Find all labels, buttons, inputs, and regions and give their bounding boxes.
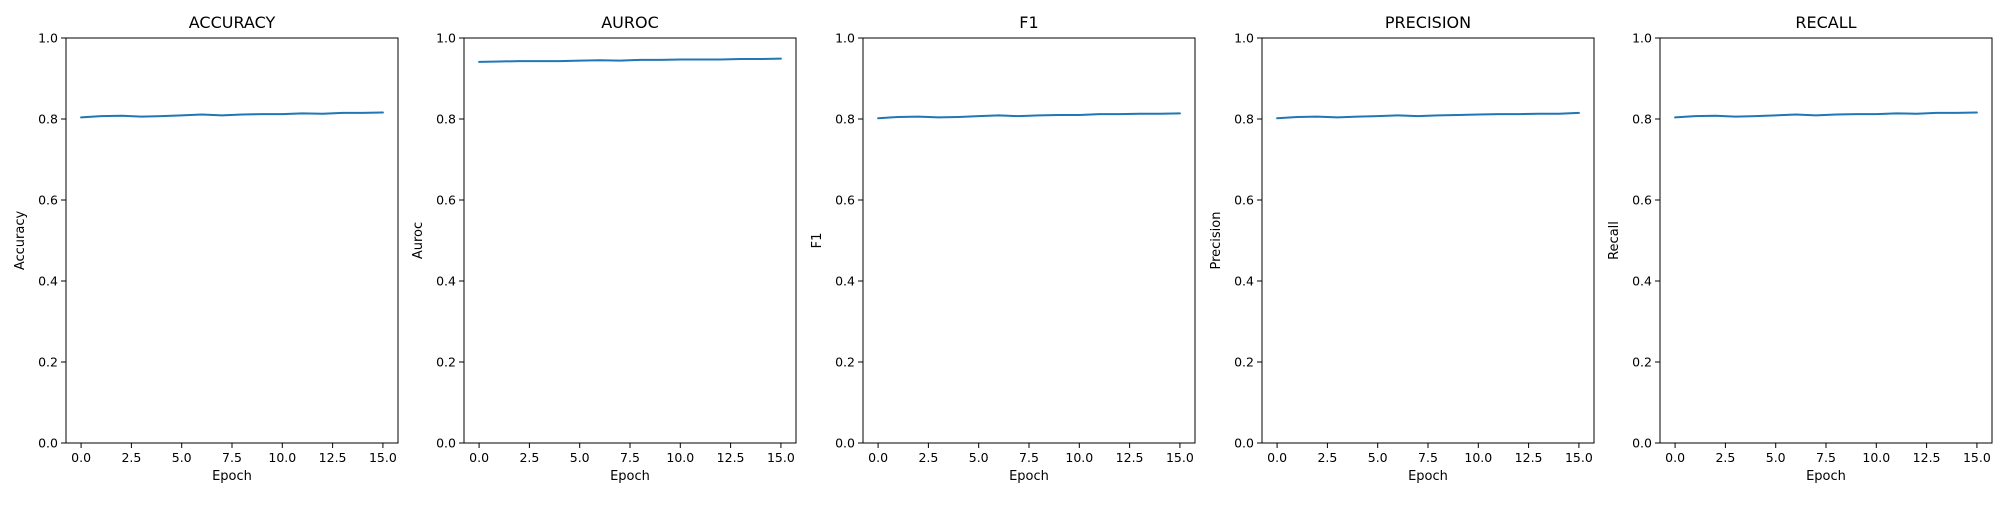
series-line bbox=[478, 57, 782, 63]
x-tick-label: 7.5 bbox=[1816, 450, 1836, 465]
y-tick-label: 0.4 bbox=[38, 274, 58, 289]
x-tick-label: 2.5 bbox=[519, 450, 539, 465]
x-tick-label: 7.5 bbox=[1019, 450, 1039, 465]
x-tick-label: 0.0 bbox=[1267, 450, 1287, 465]
x-axis-label: Epoch bbox=[1408, 469, 1448, 484]
x-tick-label: 10.0 bbox=[666, 450, 694, 465]
x-tick-label: 12.5 bbox=[319, 450, 347, 465]
x-tick-label: 5.0 bbox=[1766, 450, 1786, 465]
chart-panel-accuracy: ACCURACY 0.0 0.2 0.4 0.6 0.8 1.0 0.0 2.5 5.0 7.5 10… bbox=[13, 13, 399, 484]
x-tick-label: 2.5 bbox=[1317, 450, 1337, 465]
series-line bbox=[1276, 111, 1580, 120]
y-tick-label: 0.8 bbox=[38, 112, 58, 127]
plot-area-frame bbox=[65, 37, 399, 444]
x-tick-label: 15.0 bbox=[1565, 450, 1593, 465]
plot-area-frame bbox=[1261, 37, 1595, 444]
x-tick-label: 12.5 bbox=[1515, 450, 1543, 465]
y-tick-label: 0.0 bbox=[1632, 436, 1652, 451]
x-tick-label: 0.0 bbox=[469, 450, 489, 465]
x-tick-label: 12.5 bbox=[1116, 450, 1144, 465]
x-tick-label: 15.0 bbox=[369, 450, 397, 465]
x-axis-label: Epoch bbox=[610, 469, 650, 484]
y-tick-label: 0.6 bbox=[38, 193, 58, 208]
y-tick-label: 0.8 bbox=[1632, 112, 1652, 127]
plot-area-frame bbox=[862, 37, 1196, 444]
x-tick-label: 15.0 bbox=[1166, 450, 1194, 465]
y-tick-label: 0.2 bbox=[38, 355, 58, 370]
y-tick-label: 1.0 bbox=[835, 31, 855, 46]
x-tick-label: 2.5 bbox=[1715, 450, 1735, 465]
y-axis-label: Accuracy bbox=[13, 211, 28, 271]
x-tick-label: 15.0 bbox=[1963, 450, 1991, 465]
y-tick-label: 0.6 bbox=[1632, 193, 1652, 208]
y-tick-label: 0.2 bbox=[1234, 355, 1254, 370]
x-tick-label: 12.5 bbox=[1913, 450, 1941, 465]
y-tick-label: 0.8 bbox=[436, 112, 456, 127]
y-tick-label: 0.4 bbox=[835, 274, 855, 289]
x-tick-label: 7.5 bbox=[222, 450, 242, 465]
x-tick-label: 15.0 bbox=[767, 450, 795, 465]
x-tick-label: 5.0 bbox=[1368, 450, 1388, 465]
y-tick-label: 1.0 bbox=[38, 31, 58, 46]
chart-panel-auroc: AUROC 0.0 0.2 0.4 0.6 0.8 1.0 0.0 2.5 5.0 7.5 10.0 1… bbox=[411, 13, 797, 484]
y-tick-label: 0.2 bbox=[835, 355, 855, 370]
chart-title: PRECISION bbox=[1385, 13, 1471, 32]
y-tick-label: 0.0 bbox=[38, 436, 58, 451]
y-tick-label: 0.6 bbox=[1234, 193, 1254, 208]
x-tick-label: 7.5 bbox=[620, 450, 640, 465]
chart-panel-f1: F1 0.0 0.2 0.4 0.6 0.8 1.0 0.0 2.5 5.0 7.5 10.0 12.5… bbox=[810, 13, 1196, 484]
y-tick-label: 1.0 bbox=[436, 31, 456, 46]
x-tick-label: 0.0 bbox=[868, 450, 888, 465]
y-tick-label: 1.0 bbox=[1234, 31, 1254, 46]
y-tick-label: 0.6 bbox=[835, 193, 855, 208]
series-line bbox=[1674, 111, 1978, 119]
y-axis-label: Auroc bbox=[411, 222, 426, 259]
y-tick-label: 0.4 bbox=[1632, 274, 1652, 289]
x-axis-label: Epoch bbox=[1806, 469, 1846, 484]
chart-panel-recall: RECALL 0.0 0.2 0.4 0.6 0.8 1.0 0.0 2.5 5.0 7.5 10.0… bbox=[1607, 13, 1993, 484]
chart-title: ACCURACY bbox=[189, 13, 276, 32]
x-tick-label: 12.5 bbox=[717, 450, 745, 465]
y-tick-label: 0.8 bbox=[835, 112, 855, 127]
x-axis-label: Epoch bbox=[1009, 469, 1049, 484]
y-tick-label: 1.0 bbox=[1632, 31, 1652, 46]
y-tick-label: 0.0 bbox=[835, 436, 855, 451]
y-tick-label: 0.4 bbox=[1234, 274, 1254, 289]
x-tick-label: 10.0 bbox=[1065, 450, 1093, 465]
x-tick-label: 2.5 bbox=[918, 450, 938, 465]
series-line bbox=[80, 111, 384, 119]
y-axis-label: Recall bbox=[1607, 221, 1622, 260]
y-axis-label: F1 bbox=[810, 233, 825, 249]
x-tick-label: 7.5 bbox=[1418, 450, 1438, 465]
x-tick-label: 5.0 bbox=[969, 450, 989, 465]
x-tick-label: 10.0 bbox=[268, 450, 296, 465]
x-tick-label: 0.0 bbox=[1665, 450, 1685, 465]
series-line bbox=[877, 112, 1181, 120]
y-axis-label: Precision bbox=[1209, 211, 1224, 269]
y-tick-label: 0.8 bbox=[1234, 112, 1254, 127]
x-tick-label: 2.5 bbox=[121, 450, 141, 465]
chart-title: F1 bbox=[1019, 13, 1038, 32]
x-tick-label: 10.0 bbox=[1862, 450, 1890, 465]
x-axis-label: Epoch bbox=[212, 469, 252, 484]
chart-panel-precision: PRECISION 0.0 0.2 0.4 0.6 0.8 1.0 0.0 2.5 5.0 7.5 1… bbox=[1209, 13, 1595, 484]
plot-area-frame bbox=[463, 37, 797, 444]
chart-title: AUROC bbox=[601, 13, 659, 32]
x-tick-label: 5.0 bbox=[172, 450, 192, 465]
y-tick-label: 0.0 bbox=[1234, 436, 1254, 451]
y-tick-label: 0.4 bbox=[436, 274, 456, 289]
y-tick-label: 0.2 bbox=[436, 355, 456, 370]
y-tick-label: 0.0 bbox=[436, 436, 456, 451]
y-tick-label: 0.6 bbox=[436, 193, 456, 208]
x-tick-label: 0.0 bbox=[71, 450, 91, 465]
x-tick-label: 10.0 bbox=[1464, 450, 1492, 465]
y-tick-label: 0.2 bbox=[1632, 355, 1652, 370]
x-tick-label: 5.0 bbox=[570, 450, 590, 465]
plot-area-frame bbox=[1659, 37, 1993, 444]
chart-title: RECALL bbox=[1795, 13, 1856, 32]
